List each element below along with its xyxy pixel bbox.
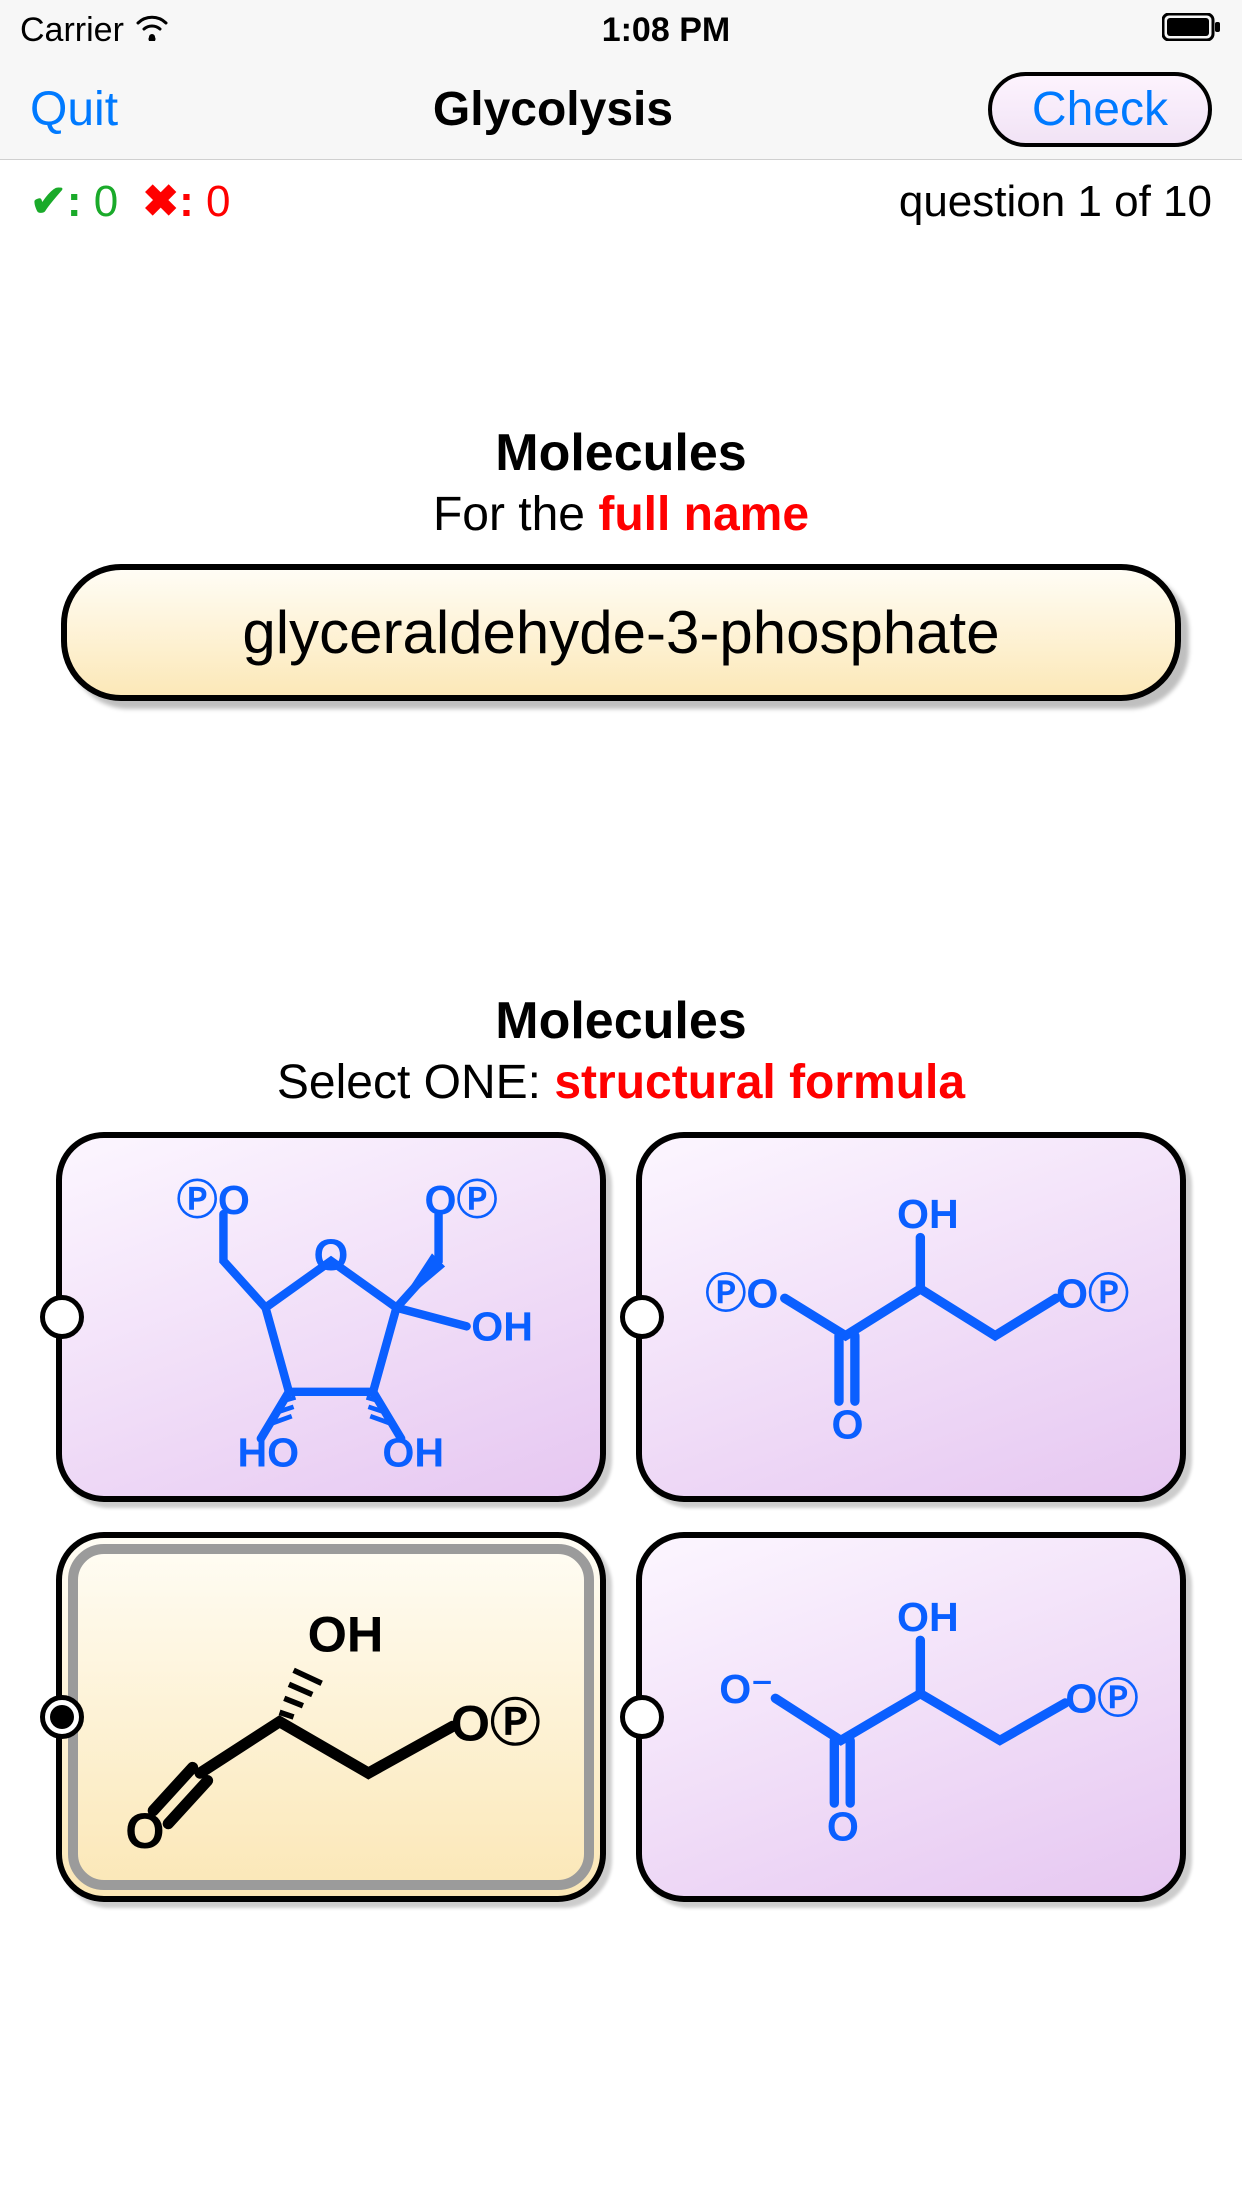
prompt-sub-highlight: full name (598, 488, 809, 541)
prompt-section-title: Molecules (50, 423, 1192, 483)
svg-text:O⁻: O⁻ (719, 1666, 773, 1712)
status-bar: Carrier 1:08 PM (0, 0, 1242, 60)
svg-text:O: O (314, 1229, 349, 1280)
svg-text:HO: HO (237, 1430, 299, 1476)
nav-bar: Quit Glycolysis Check (0, 60, 1242, 160)
answers-header: Molecules Select ONE: structural formula (50, 991, 1192, 1110)
radio-icon (40, 1295, 84, 1339)
answer-grid: O (50, 1132, 1192, 1902)
svg-text:OⓅ: OⓅ (451, 1694, 541, 1751)
question-counter: question 1 of 10 (899, 177, 1212, 227)
prompt-card: glyceraldehyde-3-phosphate (61, 564, 1181, 701)
svg-text:OH: OH (308, 1606, 384, 1663)
molecule-icon: O⁻ OH O OⓅ (662, 1558, 1160, 1876)
page-title: Glycolysis (433, 82, 673, 137)
correct-count: 0 (94, 177, 118, 226)
compound-name: glyceraldehyde-3-phosphate (242, 599, 999, 666)
answer-option-2[interactable]: OH O OⓅ (56, 1532, 606, 1902)
radio-icon (620, 1695, 664, 1739)
svg-text:OH: OH (382, 1430, 444, 1476)
score-bar: ✔: 0 ✖: 0 question 1 of 10 (0, 160, 1242, 243)
svg-text:ⓅO: ⓅO (177, 1177, 250, 1223)
svg-text:OⓅ: OⓅ (1065, 1675, 1138, 1721)
answer-option-1[interactable]: ⓅO OⓅ OH O (636, 1132, 1186, 1502)
svg-text:O: O (827, 1803, 859, 1849)
prompt-sub: For the full name (50, 487, 1192, 542)
quit-button[interactable]: Quit (30, 82, 118, 137)
status-time: 1:08 PM (602, 11, 731, 50)
status-left: Carrier (20, 11, 170, 50)
check-icon: ✔: (30, 177, 82, 226)
answers-sub: Select ONE: structural formula (50, 1055, 1192, 1110)
svg-text:OⓅ: OⓅ (425, 1177, 498, 1223)
answers-sub-highlight: structural formula (554, 1056, 965, 1109)
svg-text:O: O (832, 1402, 864, 1448)
answer-option-3[interactable]: O⁻ OH O OⓅ (636, 1532, 1186, 1902)
check-button[interactable]: Check (988, 72, 1212, 147)
correct-score: ✔: 0 (30, 176, 118, 227)
answer-option-0[interactable]: O (56, 1132, 606, 1502)
svg-text:OH: OH (897, 1594, 959, 1640)
radio-icon (620, 1295, 664, 1339)
molecule-icon: ⓅO OⓅ OH O (662, 1158, 1160, 1476)
wifi-icon (134, 11, 170, 50)
svg-text:O: O (125, 1802, 164, 1859)
svg-text:OⓅ: OⓅ (1056, 1271, 1129, 1317)
prompt-sub-prefix: For the (433, 488, 598, 541)
svg-text:OH: OH (471, 1303, 533, 1349)
radio-icon (40, 1695, 84, 1739)
carrier-label: Carrier (20, 11, 124, 50)
molecule-icon: OH O OⓅ (82, 1558, 580, 1876)
battery-icon (1162, 11, 1222, 50)
svg-text:ⓅO: ⓅO (705, 1271, 778, 1317)
answers-sub-prefix: Select ONE: (277, 1056, 554, 1109)
molecule-icon: O (82, 1158, 580, 1476)
status-right (1162, 11, 1222, 50)
prompt-header: Molecules For the full name (50, 423, 1192, 542)
answers-section-title: Molecules (50, 991, 1192, 1051)
svg-text:OH: OH (897, 1191, 959, 1237)
incorrect-score: ✖: 0 (142, 176, 230, 227)
x-icon: ✖: (142, 177, 194, 226)
incorrect-count: 0 (206, 177, 230, 226)
